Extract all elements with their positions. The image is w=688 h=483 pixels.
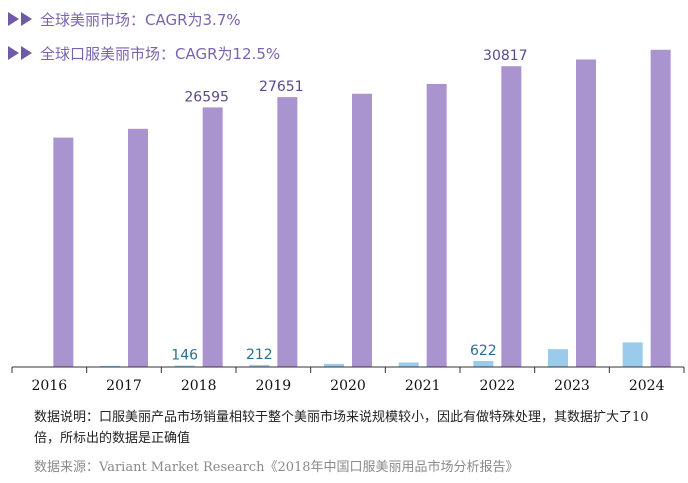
x-tick-label-2023: 2023 <box>554 378 590 394</box>
data-label-global-beauty-2022: 30817 <box>483 48 528 64</box>
x-tick-label-2018: 2018 <box>181 378 217 394</box>
bar-global-beauty-2020 <box>352 93 372 367</box>
legend-item-global-beauty: 全球美丽市场：CAGR为3.7% <box>8 6 280 32</box>
bar-global-beauty-2017 <box>128 128 148 367</box>
bar-chart: 2016 2017 146 26595 2018 212 27651 2019 2020 2021… <box>11 48 685 394</box>
data-source: 数据来源：Variant Market Research《2018年中国口服美丽… <box>34 460 519 475</box>
bar-oral-beauty-2018 <box>174 365 195 367</box>
triangle-marker-icon <box>8 12 19 26</box>
data-label-global-beauty-2019: 27651 <box>259 79 304 95</box>
bar-oral-beauty-2020 <box>324 363 344 367</box>
bar-global-beauty-2024 <box>650 49 671 367</box>
data-label-oral-beauty-2018: 146 <box>171 348 198 364</box>
x-tick-label-2024: 2024 <box>629 378 665 394</box>
bar-global-beauty-2018 <box>202 107 223 367</box>
bar-global-beauty-2019 <box>277 97 298 367</box>
bar-oral-beauty-2019 <box>249 364 270 367</box>
bar-oral-beauty-2021 <box>398 362 419 367</box>
x-tick-label-2017: 2017 <box>106 378 142 394</box>
bar-oral-beauty-2017 <box>100 365 120 367</box>
bar-oral-beauty-2023 <box>548 349 568 367</box>
bar-global-beauty-2023 <box>576 59 596 367</box>
legend-item-oral-beauty: 全球口服美丽市场：CAGR为12.5% <box>8 40 280 66</box>
data-label-oral-beauty-2019: 212 <box>246 347 273 363</box>
bar-global-beauty-2022 <box>501 66 522 368</box>
bar-oral-beauty-2024 <box>622 342 643 367</box>
x-tick-label-2020: 2020 <box>330 378 366 394</box>
bar-global-beauty-2021 <box>426 83 447 367</box>
data-label-oral-beauty-2022: 622 <box>470 343 497 359</box>
x-tick-label-2021: 2021 <box>405 378 441 394</box>
x-tick-label-2016: 2016 <box>32 378 68 394</box>
bar-oral-beauty-2022 <box>473 360 494 367</box>
triangle-marker-icon <box>8 46 19 60</box>
legend-label: 全球美丽市场：CAGR为3.7% <box>40 10 241 29</box>
data-note: 数据说明：口服美丽产品市场销量相较于整个美丽市场来说规模较小，因此有做特殊处理，… <box>34 410 649 446</box>
bar-global-beauty-2016 <box>53 137 74 367</box>
data-label-global-beauty-2018: 26595 <box>184 89 229 105</box>
legend: 全球美丽市场：CAGR为3.7% 全球口服美丽市场：CAGR为12.5% <box>8 6 280 74</box>
legend-label: 全球口服美丽市场：CAGR为12.5% <box>40 44 281 63</box>
x-tick-label-2019: 2019 <box>256 378 292 394</box>
x-tick-label-2022: 2022 <box>480 378 516 394</box>
triangle-marker-icon <box>21 46 32 60</box>
triangle-marker-icon <box>21 12 32 26</box>
